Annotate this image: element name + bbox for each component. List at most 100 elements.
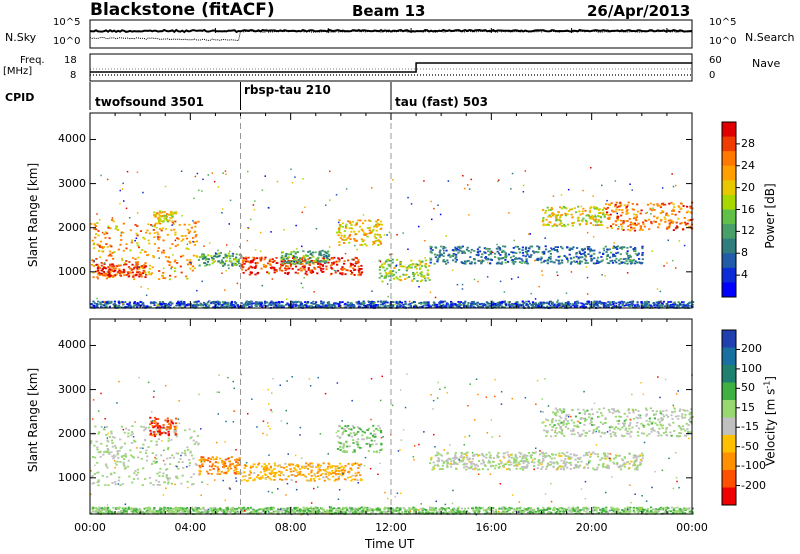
data-cell [158,270,161,272]
data-cell [170,267,172,270]
data-cell [199,302,202,305]
data-cell [353,239,356,242]
data-cell [192,237,195,239]
data-cell [460,304,463,306]
data-cell [171,215,174,218]
data-cell [148,232,151,235]
data-cell [159,301,162,303]
data-cell [439,213,442,216]
data-cell [387,258,390,261]
data-cell [593,257,596,260]
data-cell [587,451,591,454]
data-cell [350,479,353,482]
data-cell [676,226,679,229]
data-cell [217,461,220,464]
data-cell [463,187,466,190]
data-cell [540,451,544,454]
data-cell [408,303,411,306]
data-cell [196,172,199,175]
data-cell [159,467,162,470]
data-cell [193,241,196,243]
data-cell [356,248,358,251]
data-cell [585,214,588,217]
data-cell [508,463,511,466]
data-cell [432,301,435,304]
data-cell [329,466,332,469]
data-cell [492,457,495,459]
data-cell [563,453,566,456]
data-cell [618,209,621,211]
data-cell [488,456,491,459]
data-cell [341,238,344,241]
data-cell [555,259,558,261]
data-cell [444,260,447,263]
data-cell [534,305,537,308]
data-cell [404,278,407,280]
data-cell [481,305,484,308]
data-cell [120,239,123,241]
data-cell [141,484,144,486]
data-cell [351,478,354,481]
data-cell [609,256,612,259]
data-cell [637,252,640,255]
data-cell [348,235,351,238]
data-cell [157,303,160,306]
data-cell [93,473,96,475]
data-cell [99,302,102,305]
data-cell [290,479,293,481]
data-cell [473,261,476,264]
data-cell [191,269,194,272]
data-cell [101,274,104,277]
data-cell [625,207,628,209]
data-cell [178,303,182,306]
data-cell [147,253,150,256]
data-cell [410,302,414,304]
data-cell [165,428,168,431]
data-cell [608,218,611,220]
data-cell [446,466,449,468]
data-cell [263,470,266,473]
data-cell [547,454,550,457]
data-cell [542,209,545,211]
data-cell [125,274,128,276]
data-cell [368,437,371,439]
data-cell [103,262,106,264]
data-cell [269,267,272,269]
data-cell [608,411,611,413]
data-cell [625,260,628,262]
data-cell [328,246,331,248]
data-cell [167,446,170,449]
data-cell [343,444,346,447]
data-cell [362,214,365,216]
data-cell [144,478,147,480]
data-cell [486,302,490,305]
data-cell [360,238,363,241]
data-cell [328,478,331,481]
data-cell [687,210,690,213]
data-cell [621,304,624,307]
data-cell [481,459,484,461]
data-cell [287,303,290,306]
data-cell [670,221,673,224]
data-cell [148,264,152,267]
data-cell [180,170,183,172]
data-cell [309,465,312,468]
data-cell [392,277,396,280]
data-cell [198,464,201,467]
data-cell [188,261,191,264]
data-cell [634,247,637,249]
data-cell [657,432,660,435]
data-cell [346,301,349,304]
data-cell [309,253,312,256]
data-cell [259,260,262,262]
data-cell [310,260,313,262]
data-cell [91,482,94,485]
data-cell [279,269,282,272]
data-cell [534,260,536,262]
data-cell [189,263,192,266]
data-cell [177,238,180,240]
data-cell [122,232,125,234]
data-cell [320,269,323,272]
data-cell [407,266,410,268]
data-cell [560,194,563,196]
